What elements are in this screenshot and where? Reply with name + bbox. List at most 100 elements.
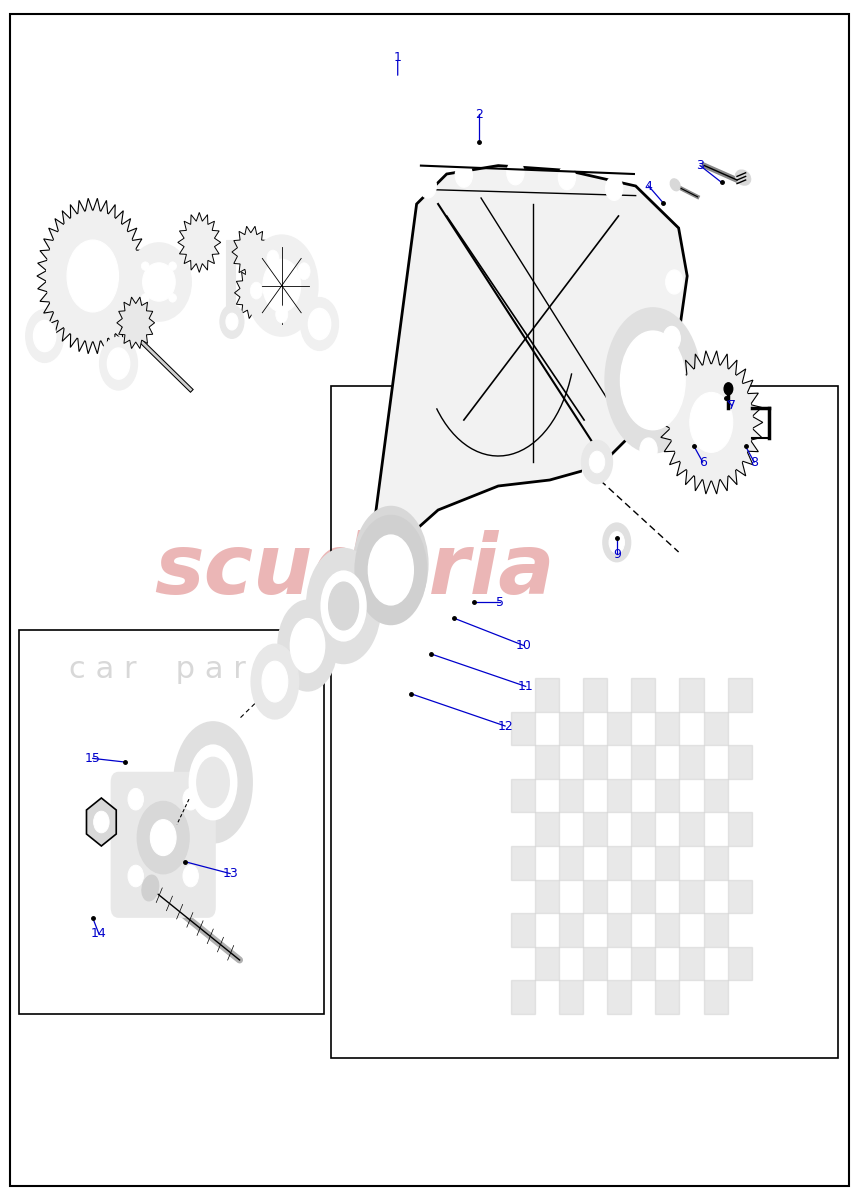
- Polygon shape: [369, 166, 687, 588]
- Circle shape: [589, 451, 605, 473]
- Ellipse shape: [197, 757, 229, 808]
- Bar: [559, 913, 583, 947]
- Circle shape: [67, 240, 119, 312]
- Ellipse shape: [262, 661, 288, 702]
- Text: 5: 5: [496, 596, 504, 608]
- Ellipse shape: [142, 875, 159, 901]
- Text: 2: 2: [475, 108, 484, 120]
- Bar: [704, 779, 728, 812]
- Bar: [704, 980, 728, 1014]
- Ellipse shape: [127, 242, 191, 320]
- Bar: [704, 712, 728, 745]
- Circle shape: [107, 348, 130, 379]
- Circle shape: [308, 308, 331, 340]
- Circle shape: [301, 298, 338, 350]
- Ellipse shape: [189, 745, 237, 820]
- Bar: [704, 846, 728, 880]
- Text: 3: 3: [696, 160, 704, 172]
- Circle shape: [128, 788, 143, 810]
- Circle shape: [34, 320, 56, 352]
- Circle shape: [46, 211, 139, 341]
- Bar: [631, 812, 655, 846]
- Circle shape: [220, 305, 244, 338]
- Bar: [655, 779, 679, 812]
- Circle shape: [183, 865, 198, 887]
- Ellipse shape: [328, 582, 359, 630]
- Ellipse shape: [368, 527, 415, 601]
- Text: 11: 11: [518, 680, 533, 692]
- Ellipse shape: [142, 262, 149, 270]
- Bar: [511, 712, 535, 745]
- Text: 15: 15: [85, 752, 101, 764]
- Text: c a r    p a r t s: c a r p a r t s: [69, 655, 293, 684]
- Ellipse shape: [620, 331, 685, 430]
- Text: scuderia: scuderia: [155, 530, 555, 611]
- Circle shape: [298, 263, 310, 280]
- Bar: [631, 947, 655, 980]
- Circle shape: [419, 174, 436, 198]
- Bar: [607, 779, 631, 812]
- Circle shape: [263, 259, 301, 312]
- Ellipse shape: [374, 538, 408, 590]
- Bar: [511, 913, 535, 947]
- Ellipse shape: [168, 294, 176, 302]
- Bar: [559, 779, 583, 812]
- Circle shape: [640, 438, 657, 462]
- Ellipse shape: [606, 308, 700, 452]
- Bar: [607, 846, 631, 880]
- Bar: [728, 880, 752, 913]
- Circle shape: [670, 365, 752, 480]
- Circle shape: [666, 270, 683, 294]
- Circle shape: [558, 166, 576, 190]
- Bar: [631, 880, 655, 913]
- Bar: [631, 678, 655, 712]
- Text: 9: 9: [612, 548, 621, 560]
- Bar: [535, 880, 559, 913]
- Text: 8: 8: [750, 456, 758, 468]
- Bar: [535, 678, 559, 712]
- Ellipse shape: [356, 516, 426, 624]
- Bar: [679, 947, 704, 980]
- Bar: [583, 678, 607, 712]
- Text: 6: 6: [698, 456, 707, 468]
- Circle shape: [100, 337, 137, 390]
- Circle shape: [128, 865, 143, 887]
- Bar: [655, 712, 679, 745]
- Bar: [511, 846, 535, 880]
- Circle shape: [26, 310, 64, 362]
- Text: 13: 13: [222, 868, 238, 880]
- Bar: [679, 812, 704, 846]
- Ellipse shape: [735, 170, 751, 185]
- Bar: [535, 947, 559, 980]
- Circle shape: [663, 326, 680, 350]
- Circle shape: [582, 440, 612, 484]
- Ellipse shape: [168, 262, 176, 270]
- Circle shape: [94, 811, 109, 833]
- Text: 14: 14: [91, 928, 107, 940]
- Bar: [535, 745, 559, 779]
- Circle shape: [582, 462, 600, 486]
- Bar: [535, 812, 559, 846]
- Bar: [728, 947, 752, 980]
- Bar: [631, 745, 655, 779]
- Circle shape: [137, 802, 189, 874]
- Circle shape: [246, 235, 318, 336]
- Ellipse shape: [308, 550, 380, 662]
- Bar: [679, 678, 704, 712]
- Circle shape: [250, 282, 262, 299]
- Ellipse shape: [142, 294, 149, 302]
- Bar: [511, 779, 535, 812]
- Bar: [559, 980, 583, 1014]
- Bar: [583, 745, 607, 779]
- Bar: [679, 880, 704, 913]
- Circle shape: [276, 306, 288, 323]
- Circle shape: [724, 383, 733, 395]
- Ellipse shape: [670, 179, 680, 191]
- Ellipse shape: [251, 644, 299, 719]
- Bar: [679, 745, 704, 779]
- Bar: [583, 880, 607, 913]
- Polygon shape: [235, 268, 272, 318]
- Ellipse shape: [355, 506, 428, 622]
- Bar: [728, 745, 752, 779]
- Circle shape: [690, 392, 733, 452]
